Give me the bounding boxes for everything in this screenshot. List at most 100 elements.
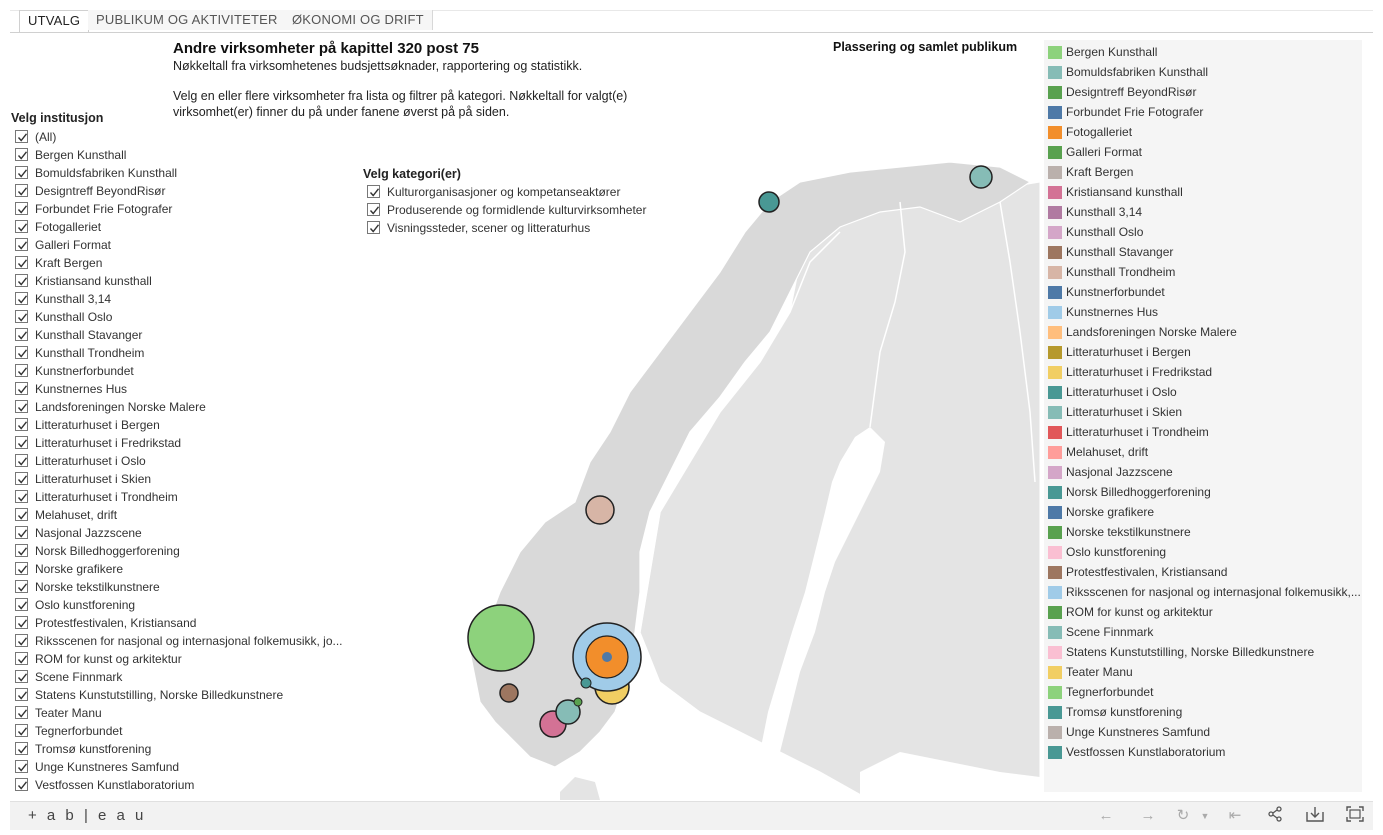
marker-scene-finnmark[interactable]	[969, 165, 993, 189]
checkbox[interactable]	[15, 382, 28, 395]
institution-option[interactable]: Norsk Billedhoggerforening	[15, 542, 343, 560]
checkbox[interactable]	[15, 526, 28, 539]
institution-option[interactable]: Landsforeningen Norske Malere	[15, 398, 343, 416]
institution-option[interactable]: Vestfossen Kunstlaboratorium	[15, 776, 343, 794]
checkbox[interactable]	[15, 490, 28, 503]
institution-option[interactable]: Litteraturhuset i Skien	[15, 470, 343, 488]
checkbox[interactable]	[15, 436, 28, 449]
checkbox[interactable]	[15, 616, 28, 629]
checkbox[interactable]	[15, 778, 28, 791]
checkbox[interactable]	[367, 185, 380, 198]
tab-utvalg[interactable]: UTVALG	[19, 10, 90, 32]
marker-tromso-kunstforening[interactable]	[758, 191, 780, 213]
checkbox[interactable]	[367, 221, 380, 234]
checkbox[interactable]	[15, 688, 28, 701]
checkbox[interactable]	[15, 148, 28, 161]
checkbox[interactable]	[15, 202, 28, 215]
institution-option[interactable]: Unge Kunstneres Samfund	[15, 758, 343, 776]
checkbox[interactable]	[367, 203, 380, 216]
checkbox[interactable]	[15, 364, 28, 377]
marker-kunstnerforbundet[interactable]	[602, 652, 612, 662]
institution-option[interactable]: Teater Manu	[15, 704, 343, 722]
checkbox[interactable]	[15, 562, 28, 575]
dropdown-icon[interactable]: ▼	[1200, 811, 1210, 821]
undo-icon[interactable]: ←	[1098, 807, 1114, 824]
marker-designtreff[interactable]	[573, 697, 583, 707]
institution-option[interactable]: Kunsthall Trondheim	[15, 344, 343, 362]
checkbox[interactable]	[15, 400, 28, 413]
institution-option[interactable]: Tromsø kunstforening	[15, 740, 343, 758]
tab-publikum-og-aktiviteter[interactable]: PUBLIKUM OG AKTIVITETER	[88, 10, 287, 30]
institution-option[interactable]: Kunsthall 3,14	[15, 290, 343, 308]
checkbox[interactable]	[15, 472, 28, 485]
institution-option[interactable]: Kraft Bergen	[15, 254, 343, 272]
institution-option[interactable]: Kunstnerforbundet	[15, 362, 343, 380]
checkbox[interactable]	[15, 184, 28, 197]
institution-option[interactable]: Litteraturhuset i Fredrikstad	[15, 434, 343, 452]
checkbox[interactable]	[15, 706, 28, 719]
checkbox[interactable]	[15, 418, 28, 431]
checkbox[interactable]	[15, 454, 28, 467]
institution-option[interactable]: Nasjonal Jazzscene	[15, 524, 343, 542]
checkbox[interactable]	[15, 544, 28, 557]
checkbox[interactable]	[15, 760, 28, 773]
marker-kunsthall-trondheim[interactable]	[585, 495, 615, 525]
institution-option[interactable]: Norske grafikere	[15, 560, 343, 578]
checkbox[interactable]	[15, 274, 28, 287]
institution-option[interactable]: Galleri Format	[15, 236, 343, 254]
checkbox[interactable]	[15, 256, 28, 269]
checkbox[interactable]	[15, 166, 28, 179]
institution-option[interactable]: Norske tekstilkunstnere	[15, 578, 343, 596]
institution-option[interactable]: Riksscenen for nasjonal og internasjonal…	[15, 632, 343, 650]
checkbox[interactable]	[15, 130, 28, 143]
institution-option[interactable]: ROM for kunst og arkitektur	[15, 650, 343, 668]
tab-okonomi-og-drift[interactable]: ØKONOMI OG DRIFT	[284, 10, 433, 30]
revert-icon[interactable]: ↻	[1176, 807, 1190, 824]
institution-option[interactable]: Litteraturhuset i Oslo	[15, 452, 343, 470]
institution-option[interactable]: Litteraturhuset i Trondheim	[15, 488, 343, 506]
institution-option[interactable]: Bomuldsfabriken Kunsthall	[15, 164, 343, 182]
institution-option[interactable]: Kunsthall Oslo	[15, 308, 343, 326]
institution-option[interactable]: Designtreff BeyondRisør	[15, 182, 343, 200]
marker-litteraturhuset-skien[interactable]	[555, 699, 581, 725]
marker-vestfossen[interactable]	[580, 677, 592, 689]
checkbox[interactable]	[15, 238, 28, 251]
institution-option[interactable]: Protestfestivalen, Kristiansand	[15, 614, 343, 632]
checkbox[interactable]	[15, 328, 28, 341]
institution-option[interactable]: (All)	[15, 128, 343, 146]
marker-bergen-kunsthall[interactable]	[467, 604, 535, 672]
map-markers[interactable]	[467, 165, 993, 738]
checkbox[interactable]	[15, 310, 28, 323]
institution-option[interactable]: Forbundet Frie Fotografer	[15, 200, 343, 218]
reset-icon[interactable]: ⇤	[1228, 807, 1242, 824]
download-icon[interactable]	[1304, 806, 1326, 826]
checkbox[interactable]	[15, 220, 28, 233]
institution-option[interactable]: Litteraturhuset i Bergen	[15, 416, 343, 434]
checkbox[interactable]	[15, 292, 28, 305]
category-option[interactable]: Produserende og formidlende kulturvirkso…	[367, 201, 646, 219]
tableau-logo[interactable]: + a b | e a u	[28, 807, 146, 824]
institution-option[interactable]: Kunsthall Stavanger	[15, 326, 343, 344]
checkbox[interactable]	[15, 670, 28, 683]
checkbox[interactable]	[15, 724, 28, 737]
institution-option[interactable]: Tegnerforbundet	[15, 722, 343, 740]
share-icon[interactable]	[1264, 806, 1286, 826]
checkbox[interactable]	[15, 652, 28, 665]
redo-icon[interactable]: →	[1140, 807, 1156, 824]
institution-option[interactable]: Statens Kunstutstilling, Norske Billedku…	[15, 686, 343, 704]
checkbox[interactable]	[15, 508, 28, 521]
checkbox[interactable]	[15, 742, 28, 755]
fullscreen-icon[interactable]	[1344, 806, 1366, 826]
institution-option[interactable]: Kunstnernes Hus	[15, 380, 343, 398]
category-option[interactable]: Visningssteder, scener og litteraturhus	[367, 219, 646, 237]
checkbox[interactable]	[15, 346, 28, 359]
institution-option[interactable]: Bergen Kunsthall	[15, 146, 343, 164]
checkbox[interactable]	[15, 598, 28, 611]
institution-option[interactable]: Melahuset, drift	[15, 506, 343, 524]
institution-option[interactable]: Oslo kunstforening	[15, 596, 343, 614]
institution-option[interactable]: Fotogalleriet	[15, 218, 343, 236]
checkbox[interactable]	[15, 634, 28, 647]
institution-option[interactable]: Scene Finnmark	[15, 668, 343, 686]
marker-kunsthall-stavanger[interactable]	[499, 683, 519, 703]
checkbox[interactable]	[15, 580, 28, 593]
